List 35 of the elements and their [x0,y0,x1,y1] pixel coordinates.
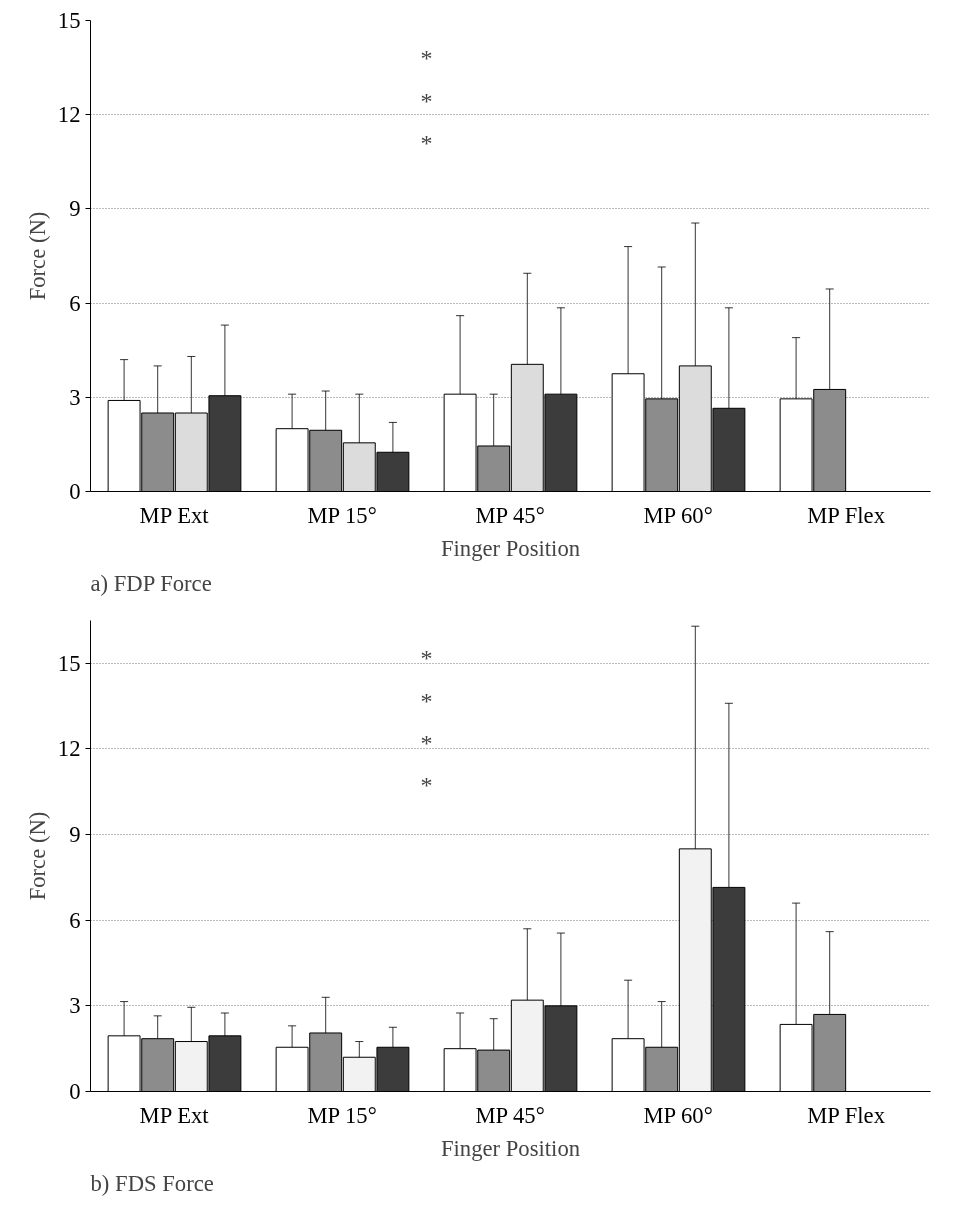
y-tick-label: 9 [69,196,81,222]
x-tick-label: MP Flex [807,1102,886,1128]
y-tick-label: 3 [69,384,81,410]
text: a) FDP Force [90,570,212,596]
x-tick-label: MP 45° [475,1102,545,1128]
x-tick-label: MP 15° [307,1102,377,1128]
y-axis-title: Force (N) [24,811,50,901]
y-tick-label: 12 [57,736,81,762]
x-tick-label: MP 45° [475,502,545,528]
y-tick-label: 0 [69,479,81,504]
y-tick-label: 12 [57,102,81,128]
x-tick-label: MP 60° [643,1102,713,1128]
y-axis-title: Force (N) [24,211,50,301]
x-tick-label: MP Ext [139,502,210,528]
text: b) FDS Force [90,1170,214,1196]
y-tick-label: 15 [57,650,81,676]
x-tick-label: MP Flex [807,502,886,528]
y-tick-label: 6 [69,907,81,933]
x-tick-label: MP Ext [139,1102,210,1128]
x-tick-label: MP 15° [307,502,377,528]
x-tick-label: MP 60° [643,502,713,528]
y-tick-label: 0 [69,1079,81,1104]
x-axis-title: Finger Position [440,1135,581,1161]
annotation: * [420,645,433,672]
annotation: * [420,45,433,72]
y-tick-label: 3 [69,993,81,1019]
y-tick-label: 15 [57,8,81,33]
y-tick-label: 9 [69,822,81,848]
x-axis-title: Finger Position [440,535,581,561]
annotation: * [420,729,433,756]
annotation: * [420,129,433,156]
annotation: * [420,772,433,799]
annotation: * [420,687,433,714]
y-tick-label: 6 [69,290,81,316]
annotation: * [420,87,433,114]
